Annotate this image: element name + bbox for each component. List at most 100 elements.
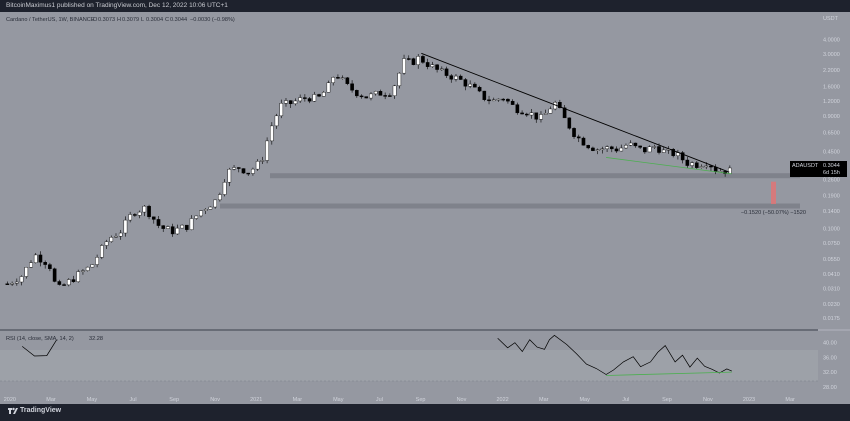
candle-down[interactable] (62, 284, 66, 286)
candle-down[interactable] (525, 113, 529, 116)
candle-down[interactable] (506, 98, 510, 102)
candle-down[interactable] (510, 100, 515, 105)
candle-up[interactable] (402, 58, 406, 74)
candle-down[interactable] (638, 145, 642, 148)
candle-up[interactable] (114, 235, 118, 238)
candle-up[interactable] (260, 160, 265, 162)
candle-up[interactable] (33, 254, 38, 263)
candle-up[interactable] (175, 227, 180, 235)
candle-down[interactable] (48, 264, 52, 269)
candle-up[interactable] (661, 149, 666, 153)
candle-up[interactable] (628, 142, 633, 146)
candle-up[interactable] (430, 64, 435, 67)
candle-up[interactable] (274, 115, 279, 127)
candle-up[interactable] (699, 166, 704, 168)
candle-up[interactable] (595, 149, 600, 151)
candle-up[interactable] (624, 145, 628, 149)
candle-up[interactable] (213, 199, 217, 208)
candle-down[interactable] (156, 219, 161, 226)
candle-down[interactable] (709, 165, 713, 168)
candle-up[interactable] (468, 83, 472, 87)
candles-group[interactable] (5, 53, 732, 287)
candle-down[interactable] (581, 137, 586, 146)
candle-down[interactable] (444, 68, 449, 76)
candle-up[interactable] (605, 146, 609, 150)
candle-up[interactable] (326, 82, 331, 93)
candle-down[interactable] (52, 268, 57, 282)
candle-up[interactable] (90, 264, 95, 268)
price-pane-background[interactable] (0, 12, 818, 329)
candle-up[interactable] (199, 210, 203, 217)
candle-up[interactable] (10, 283, 14, 285)
candle-up[interactable] (397, 72, 402, 87)
candle-up[interactable] (331, 77, 336, 83)
candle-up[interactable] (496, 98, 501, 101)
candle-down[interactable] (378, 91, 383, 96)
candle-down[interactable] (317, 94, 321, 97)
candle-down[interactable] (685, 159, 690, 166)
candle-up[interactable] (66, 279, 71, 286)
candle-down[interactable] (57, 281, 62, 285)
candle-down[interactable] (38, 254, 43, 263)
candle-down[interactable] (558, 102, 562, 109)
candle-down[interactable] (435, 64, 439, 70)
candle-down[interactable] (680, 152, 685, 161)
candle-up[interactable] (321, 91, 326, 97)
candle-down[interactable] (388, 95, 392, 97)
candle-down[interactable] (501, 98, 505, 101)
candle-up[interactable] (15, 281, 19, 284)
candle-up[interactable] (279, 103, 284, 117)
candle-up[interactable] (251, 168, 255, 174)
support-zone-lower[interactable] (220, 203, 800, 209)
candle-down[interactable] (151, 216, 156, 220)
candle-up[interactable] (539, 114, 543, 120)
candle-down[interactable] (345, 77, 350, 84)
candle-down[interactable] (307, 98, 312, 102)
candle-down[interactable] (161, 225, 166, 229)
candle-down[interactable] (411, 58, 416, 65)
candle-up[interactable] (109, 237, 114, 242)
candle-down[interactable] (572, 128, 576, 137)
candle-down[interactable] (303, 97, 307, 99)
target-measure-bar[interactable] (771, 181, 776, 205)
descending-trendline[interactable] (421, 52, 730, 173)
candle-down[interactable] (477, 86, 482, 92)
candle-down[interactable] (586, 145, 590, 149)
candle-down[interactable] (473, 83, 477, 88)
candle-down[interactable] (576, 136, 581, 139)
candle-down[interactable] (5, 283, 10, 285)
candle-up[interactable] (180, 224, 184, 229)
candle-down[interactable] (359, 95, 364, 98)
candle-down[interactable] (591, 147, 595, 151)
rsi-line[interactable] (497, 334, 732, 375)
candle-down[interactable] (364, 96, 369, 99)
candle-down[interactable] (383, 95, 387, 97)
candle-up[interactable] (189, 218, 194, 230)
candle-up[interactable] (704, 165, 709, 168)
candle-down[interactable] (350, 83, 354, 91)
candle-up[interactable] (600, 148, 605, 151)
candle-down[interactable] (482, 90, 487, 100)
candle-up[interactable] (373, 91, 378, 95)
candle-up[interactable] (232, 167, 236, 170)
candle-down[interactable] (421, 56, 425, 63)
candle-up[interactable] (104, 241, 109, 246)
candle-down[interactable] (657, 146, 661, 153)
candle-up[interactable] (123, 219, 128, 234)
candle-up[interactable] (166, 226, 170, 229)
candle-up[interactable] (340, 77, 345, 79)
support-zone-upper[interactable] (270, 173, 800, 179)
candle-up[interactable] (227, 169, 232, 183)
candle-down[interactable] (425, 62, 430, 67)
candle-up[interactable] (255, 161, 260, 170)
candle-up[interactable] (208, 206, 213, 210)
price-axis-ticks[interactable]: 4.0000 3.0000 2.2000 1.6000 1.2000 0.9000 0.65… (823, 37, 840, 321)
time-axis-background[interactable] (0, 394, 850, 404)
candle-down[interactable] (43, 262, 47, 265)
candle-up[interactable] (284, 100, 288, 104)
tradingview-brand[interactable]: TradingView (20, 407, 62, 414)
candle-up[interactable] (194, 215, 199, 219)
candle-up[interactable] (137, 211, 142, 216)
candle-up[interactable] (76, 271, 81, 282)
candle-up[interactable] (728, 167, 732, 174)
